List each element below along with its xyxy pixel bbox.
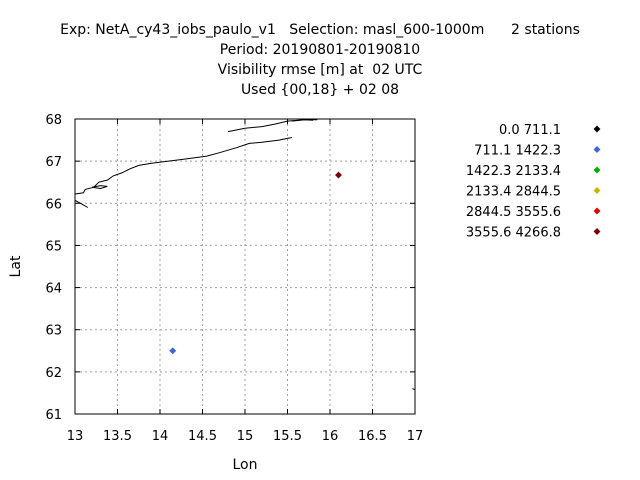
legend-entry-label: 2844.5 3555.6 (466, 205, 561, 220)
point-layer (169, 171, 343, 355)
chart-title-line-4: Used {00,18} + 02 08 (240, 82, 400, 98)
legend-entry-label: 711.1 1422.3 (474, 144, 561, 159)
y-tick-label: 63 (45, 324, 62, 339)
y-tick-label: 61 (45, 408, 62, 423)
x-tick-label: 17 (407, 429, 424, 444)
legend-entry-label: 3555.6 4266.8 (466, 226, 561, 241)
coastline-segment (291, 119, 318, 122)
x-tick-label: 14 (152, 429, 169, 444)
legend: 0.0 711.1 711.1 1422.3 1422.3 2133.4 2133.4… (466, 123, 601, 241)
data-point (334, 171, 343, 179)
y-tick-label: 66 (45, 197, 62, 212)
data-point (169, 347, 177, 355)
y-axis-label: Lat (8, 255, 24, 277)
x-tick-label: 15.5 (273, 429, 302, 444)
x-tick-label: 13.5 (103, 429, 132, 444)
coastline-segment (91, 185, 108, 190)
x-tick-label: 15 (237, 429, 254, 444)
y-tick-label: 68 (45, 113, 62, 128)
legend-marker (593, 227, 601, 236)
coastline-segment (74, 137, 292, 195)
x-tick-label: 16.5 (358, 429, 387, 444)
x-axis-label: Lon (233, 457, 258, 473)
coastline-segment (74, 199, 89, 208)
chart-title-line-1: Exp: NetA_cy43_iobs_paulo_v1 Selection: … (60, 22, 580, 38)
coastline-segment (227, 119, 314, 133)
y-tick-label: 65 (45, 239, 62, 254)
chart-title-line-2: Period: 20190801-20190810 (219, 42, 421, 58)
legend-entry-label: 1422.3 2133.4 (466, 164, 561, 179)
x-tick-label: 13 (67, 429, 84, 444)
legend-marker (593, 145, 601, 154)
grid-layer (75, 119, 415, 414)
coastline-layer (74, 119, 416, 391)
tick-layer: 13 13.5 14 14.5 15 15.5 16 16.5 17 61 62 63 64 65 66 67… (45, 113, 423, 444)
y-tick-label: 67 (45, 155, 62, 170)
legend-marker (593, 207, 601, 215)
y-tick-label: 64 (45, 282, 62, 297)
y-tick-label: 62 (45, 366, 62, 381)
legend-entry-label: 0.0 711.1 (499, 123, 561, 138)
legend-marker (593, 166, 601, 174)
legend-marker (593, 186, 601, 195)
x-tick-label: 14.5 (188, 429, 217, 444)
legend-marker (593, 125, 601, 133)
legend-entry-label: 2133.4 2844.5 (466, 185, 561, 200)
chart-title-line-3: Visibility rmse [m] at 02 UTC (217, 62, 423, 78)
x-tick-label: 16 (322, 429, 339, 444)
